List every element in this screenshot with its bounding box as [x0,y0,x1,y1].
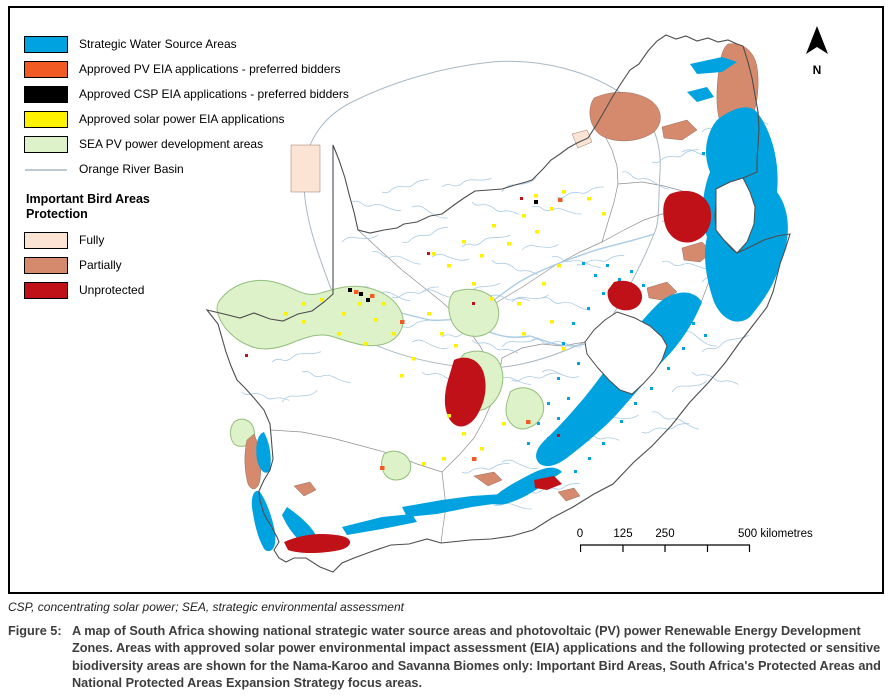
iba-unprotected-swatch [24,282,68,299]
north-arrow-icon [806,26,828,54]
water-source-swatch [24,36,68,53]
legend-label: Strategic Water Source Areas [79,37,237,52]
pv-preferred-swatch [24,61,68,78]
legend-item-water-source: Strategic Water Source Areas [24,32,354,57]
orange-river-basin-swatch [25,169,67,171]
eswatini-outline [715,177,756,254]
lesotho-outline [584,311,668,395]
solar-eia-swatch [24,111,68,128]
south-africa-map [206,34,791,573]
scale-tick-label-125: 125 [613,528,633,540]
figure-caption: Figure 5: A map of South Africa showing … [8,623,884,693]
legend-item-iba-fully: Fully [24,228,354,253]
legend-item-csp-preferred: Approved CSP EIA applications - preferre… [24,82,354,107]
legend-label: Approved PV EIA applications - preferred… [79,62,341,77]
country-outline [206,34,791,573]
legend-item-orange-river-basin: Orange River Basin [24,157,354,182]
legend-item-iba-unprotected: Unprotected [24,278,354,303]
legend-label: Unprotected [79,283,145,298]
sea-pv-swatch [24,136,68,153]
legend-label: Orange River Basin [79,162,184,177]
iba-fully-swatch [24,232,68,249]
csp-preferred-swatch [24,86,68,103]
map-legend: Strategic Water Source Areas Approved PV… [24,32,354,303]
legend-label: Approved solar power EIA applications [79,112,285,127]
scale-tick-label-250: 250 [655,528,675,540]
scale-end-label: 500 kilometres [738,528,813,540]
legend-label: Fully [79,233,105,248]
figure-caption-text: A map of South Africa showing national s… [72,624,881,691]
scale-tick-label-0: 0 [576,528,584,540]
scale-bar-line [580,544,751,552]
map-panel: Strategic Water Source Areas Approved PV… [8,6,884,594]
legend-item-sea-pv: SEA PV power development areas [24,132,354,157]
legend-item-pv-preferred: Approved PV EIA applications - preferred… [24,57,354,82]
iba-fully-layer [290,129,593,193]
legend-protection-heading: Important Bird Areas Protection [26,192,150,221]
scale-bar: 0 125 250 500 kilometres [576,528,860,562]
figure-label: Figure 5: [8,624,62,638]
legend-item-solar-eia: Approved solar power EIA applications [24,107,354,132]
iba-partially-swatch [24,257,68,274]
iba-unprotected-layer [245,190,712,553]
legend-item-iba-partially: Partially [24,253,354,278]
legend-label: SEA PV power development areas [79,137,264,152]
abbreviations-footnote: CSP, concentrating solar power; SEA, str… [8,600,404,614]
legend-label: Partially [79,258,122,273]
north-label: N [812,63,822,77]
legend-label: Approved CSP EIA applications - preferre… [79,87,349,102]
north-arrow: N [804,26,830,77]
province-boundaries [270,125,723,544]
